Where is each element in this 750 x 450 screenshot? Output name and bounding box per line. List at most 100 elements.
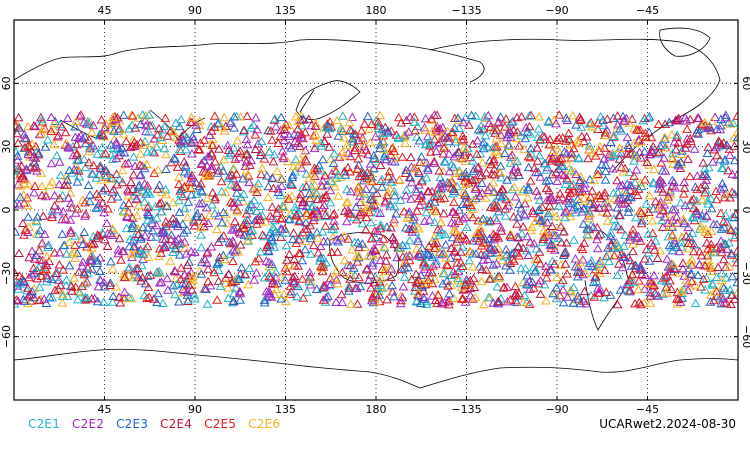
occultation-marker: [65, 225, 76, 235]
occultation-marker: [114, 174, 125, 183]
occultation-marker: [349, 237, 360, 246]
occultation-marker: [228, 245, 239, 255]
occultation-marker: [625, 148, 636, 157]
occultation-marker: [244, 263, 255, 272]
occultation-marker: [108, 154, 118, 163]
occultation-marker: [300, 236, 311, 245]
occultation-marker: [706, 203, 717, 213]
occultation-marker: [489, 169, 500, 179]
occultation-marker: [512, 167, 523, 176]
occultation-marker: [440, 239, 451, 249]
occultation-marker: [282, 255, 292, 264]
occultation-marker: [455, 278, 466, 287]
occultation-marker: [498, 283, 509, 292]
occultation-marker: [539, 232, 549, 241]
occultation-marker: [225, 197, 236, 206]
occultation-marker: [479, 299, 489, 309]
occultation-marker: [602, 216, 613, 225]
occultation-marker: [609, 250, 620, 260]
occultation-marker: [118, 129, 129, 138]
occultation-marker: [505, 230, 516, 240]
occultation-marker: [73, 267, 84, 276]
occultation-marker: [640, 174, 650, 184]
occultation-marker: [261, 217, 271, 226]
occultation-marker: [257, 210, 268, 220]
occultation-marker: [375, 255, 386, 265]
occultation-marker: [149, 133, 160, 143]
occultation-marker: [297, 120, 307, 130]
occultation-marker: [418, 292, 429, 301]
occultation-marker: [292, 124, 303, 133]
occultation-marker: [726, 248, 737, 258]
occultation-marker: [194, 198, 205, 208]
occultation-marker: [166, 234, 176, 244]
occultation-marker: [586, 117, 596, 127]
occultation-marker: [16, 173, 26, 182]
occultation-marker: [407, 227, 417, 236]
occultation-marker: [553, 194, 564, 204]
occultation-marker: [507, 184, 518, 194]
occultation-marker: [43, 240, 54, 249]
occultation-marker: [318, 154, 328, 164]
occultation-marker: [600, 160, 611, 169]
occultation-marker: [558, 284, 568, 294]
occultation-marker: [468, 195, 478, 204]
occultation-marker: [639, 253, 650, 263]
occultation-marker: [534, 111, 544, 121]
occultation-marker: [224, 171, 235, 180]
occultation-marker: [729, 189, 738, 198]
occultation-marker: [212, 224, 222, 234]
coastline-asia-east: [295, 80, 361, 120]
occultation-marker: [432, 110, 442, 119]
occultation-marker: [412, 206, 422, 215]
occultation-marker: [181, 248, 192, 258]
occultation-marker: [388, 218, 399, 227]
occultation-marker: [309, 163, 320, 172]
occultation-marker: [692, 171, 703, 180]
occultation-marker: [363, 275, 374, 285]
occultation-marker: [181, 144, 191, 154]
occultation-marker: [457, 135, 468, 145]
occultation-marker: [519, 209, 529, 218]
occultation-marker: [491, 133, 502, 143]
occultation-marker: [209, 111, 220, 120]
occultation-marker: [398, 251, 408, 261]
occultation-marker: [154, 198, 165, 208]
occultation-marker: [267, 135, 277, 144]
occultation-marker: [587, 261, 597, 271]
occultation-marker: [213, 276, 224, 285]
occultation-marker: [630, 177, 640, 187]
occultation-marker: [219, 112, 230, 122]
occultation-marker: [588, 277, 599, 287]
occultation-marker: [159, 121, 170, 131]
lat-tick-label-left: 30: [0, 140, 13, 154]
occultation-marker: [54, 193, 65, 203]
occultation-marker: [257, 230, 268, 239]
occultation-marker: [512, 219, 522, 228]
occultation-marker: [108, 184, 119, 194]
occultation-marker: [556, 169, 567, 178]
occultation-marker: [140, 126, 151, 136]
occultation-marker: [146, 139, 157, 148]
occultation-marker: [430, 274, 440, 283]
occultation-marker: [18, 171, 28, 180]
occultation-marker: [158, 298, 168, 307]
occultation-marker: [556, 237, 567, 247]
occultation-marker: [519, 184, 529, 194]
map-plot-area: [13, 19, 739, 401]
occultation-marker: [583, 153, 593, 163]
occultation-marker: [667, 230, 678, 239]
occultation-marker: [417, 252, 427, 261]
occultation-marker: [570, 261, 581, 271]
occultation-marker: [19, 230, 29, 239]
occultation-marker: [683, 154, 693, 163]
occultation-marker: [266, 232, 277, 241]
occultation-marker: [49, 190, 60, 200]
lon-tick-label-bottom: −90: [545, 403, 568, 416]
occultation-marker: [526, 143, 536, 153]
occultation-marker: [113, 244, 124, 254]
occultation-marker: [14, 199, 24, 209]
occultation-marker: [242, 111, 252, 120]
occultation-marker: [574, 196, 585, 205]
